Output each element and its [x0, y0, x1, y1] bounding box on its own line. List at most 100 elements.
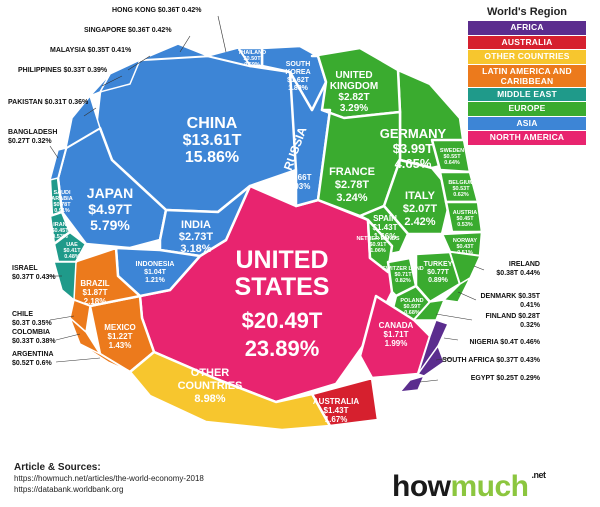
- cell-name-italy: ITALY: [405, 190, 436, 202]
- cell-share-austria: 0.53%: [457, 222, 473, 228]
- cell-name-spain: SPAIN: [373, 214, 397, 223]
- cell-name-brazil: BRAZIL: [80, 279, 109, 288]
- leader-line-denmark: [457, 291, 477, 301]
- cell-hong_kong: [207, 47, 252, 68]
- cell-denmark: [442, 276, 472, 303]
- cell-value-turkey: $0.77T: [427, 269, 450, 276]
- callout-text-bangladesh: BANGLADESH: [8, 129, 57, 136]
- cell-share-belgium: 0.62%: [453, 192, 469, 198]
- callout-argentina: ARGENTINA $0.52T 0.6%: [12, 351, 101, 367]
- cell-name-thailand: THAILAND: [238, 50, 266, 56]
- callout-text-denmark: DENMARK $0.35T: [480, 293, 540, 300]
- cell-name-indonesia: INDONESIA: [136, 261, 175, 268]
- callout-text-singapore: SINGAPORE $0.36T 0.42%: [84, 27, 172, 34]
- cell-name-france: FRANCE: [329, 166, 375, 178]
- callout-text-chile: CHILE: [12, 311, 33, 318]
- cell-name-uk-0: UNITED: [335, 70, 372, 81]
- cell-share-saudi: 0.91%: [54, 208, 70, 214]
- cell-philippines: [89, 73, 111, 97]
- callout-text2-colombia: $0.33T 0.38%: [12, 338, 56, 345]
- callout-text2-israel: $0.37T 0.43%: [12, 274, 56, 281]
- callout-denmark: DENMARK $0.35T 0.41%: [457, 291, 541, 309]
- cell-share-iran: 0.53%: [52, 234, 68, 240]
- cell-netherlands: [366, 218, 394, 274]
- cell-share-japan: 5.79%: [90, 217, 130, 233]
- cell-india: [158, 184, 252, 258]
- leader-line-argentina: [55, 357, 101, 363]
- callout-israel: ISRAEL $0.37T 0.43%: [12, 265, 62, 281]
- callout-colombia: COLOMBIA $0.33T 0.38%: [12, 329, 81, 345]
- callout-text-israel: ISRAEL: [12, 265, 38, 272]
- cell-value-indonesia: $1.04T: [144, 269, 167, 276]
- cell-value-norway: $0.43T: [456, 244, 474, 250]
- cell-share-russia: 1.93%: [288, 182, 311, 191]
- leader-line-nigeria: [443, 337, 459, 341]
- leader-line-chile: [49, 315, 75, 321]
- cell-name-poland: POLAND: [400, 298, 423, 304]
- cell-turkey: [414, 250, 462, 304]
- callout-text2-finland: 0.32%: [520, 322, 541, 329]
- cell-share-sweden: 0.64%: [444, 160, 460, 166]
- cell-name-other-0: OTHER: [191, 367, 230, 379]
- source-link-1[interactable]: https://howmuch.net/articles/the-world-e…: [14, 474, 204, 483]
- cell-share-poland: 0.68%: [404, 310, 420, 316]
- callout-south_africa: SOUTH AFRICA $0.37T 0.43%: [435, 357, 541, 364]
- callout-text-egypt: EGYPT $0.25T 0.29%: [471, 375, 541, 382]
- callout-malaysia: MALAYSIA $0.35T 0.41%: [50, 47, 151, 71]
- callout-text2-bangladesh: $0.27T 0.32%: [8, 138, 52, 145]
- cell-value-poland: $0.59T: [403, 304, 421, 310]
- cell-singapore: [139, 43, 209, 61]
- leader-line-malaysia: [127, 55, 151, 71]
- callout-text2-argentina: $0.52T 0.6%: [12, 360, 52, 367]
- cell-share-italy: 2.42%: [404, 216, 435, 228]
- cell-value-uae: $0.41T: [63, 248, 81, 254]
- cell-share-germany: 4.65%: [395, 156, 432, 171]
- cell-share-spain: 1.66%: [374, 232, 397, 241]
- leader-line-egypt: [419, 379, 439, 383]
- cell-share-indonesia: 1.21%: [145, 277, 166, 284]
- legend-item-australia: AUSTRALIA: [468, 35, 586, 49]
- cell-pakistan: [64, 94, 101, 150]
- cell-name-germany: GERMANY: [380, 126, 447, 141]
- callout-text-malaysia: MALAYSIA $0.35T 0.41%: [50, 47, 132, 54]
- callout-singapore: SINGAPORE $0.36T 0.42%: [84, 27, 191, 53]
- callout-text-nigeria: NIGERIA $0.4T 0.46%: [469, 339, 540, 346]
- legend-item-other-countries: OTHER COUNTRIES: [468, 50, 586, 64]
- cell-share-china: 15.86%: [185, 149, 239, 166]
- cell-value-germany: $3.99T: [393, 141, 434, 156]
- cell-name-saudi-0: SAUDI: [53, 190, 71, 196]
- cell-value-uk: $2.82T: [338, 92, 369, 103]
- cell-share-mexico: 1.43%: [109, 341, 132, 350]
- legend-item-latin-america-and-caribbean: LATIN AMERICA AND CARIBBEAN: [468, 64, 586, 87]
- cell-name-uae: UAE: [66, 242, 78, 248]
- cell-name-south_korea-0: SOUTH: [286, 61, 311, 68]
- cell-name-canada: CANADA: [379, 321, 414, 330]
- source-link-2[interactable]: https://databank.worldbank.org: [14, 485, 124, 494]
- cell-name-south_korea-1: KOREA: [285, 69, 310, 76]
- cell-south_korea: [260, 44, 328, 112]
- cell-share-uae: 0.48%: [64, 254, 80, 260]
- callout-hong_kong: HONG KONG $0.36T 0.42%: [112, 7, 227, 53]
- cell-value-sweden: $0.55T: [443, 154, 461, 160]
- cell-name-other-1: COUNTRIES: [178, 380, 243, 392]
- cell-name-china: CHINA: [187, 115, 238, 132]
- cell-share-usa: 23.89%: [245, 336, 320, 361]
- callout-text-south_africa: SOUTH AFRICA $0.37T 0.43%: [442, 357, 541, 364]
- cell-name-belgium: BELGIUM: [448, 180, 474, 186]
- legend: World's Region AFRICA AUSTRALIA OTHER COUN…: [468, 6, 586, 146]
- callout-ireland: IRELAND $0.38T 0.44%: [473, 261, 541, 277]
